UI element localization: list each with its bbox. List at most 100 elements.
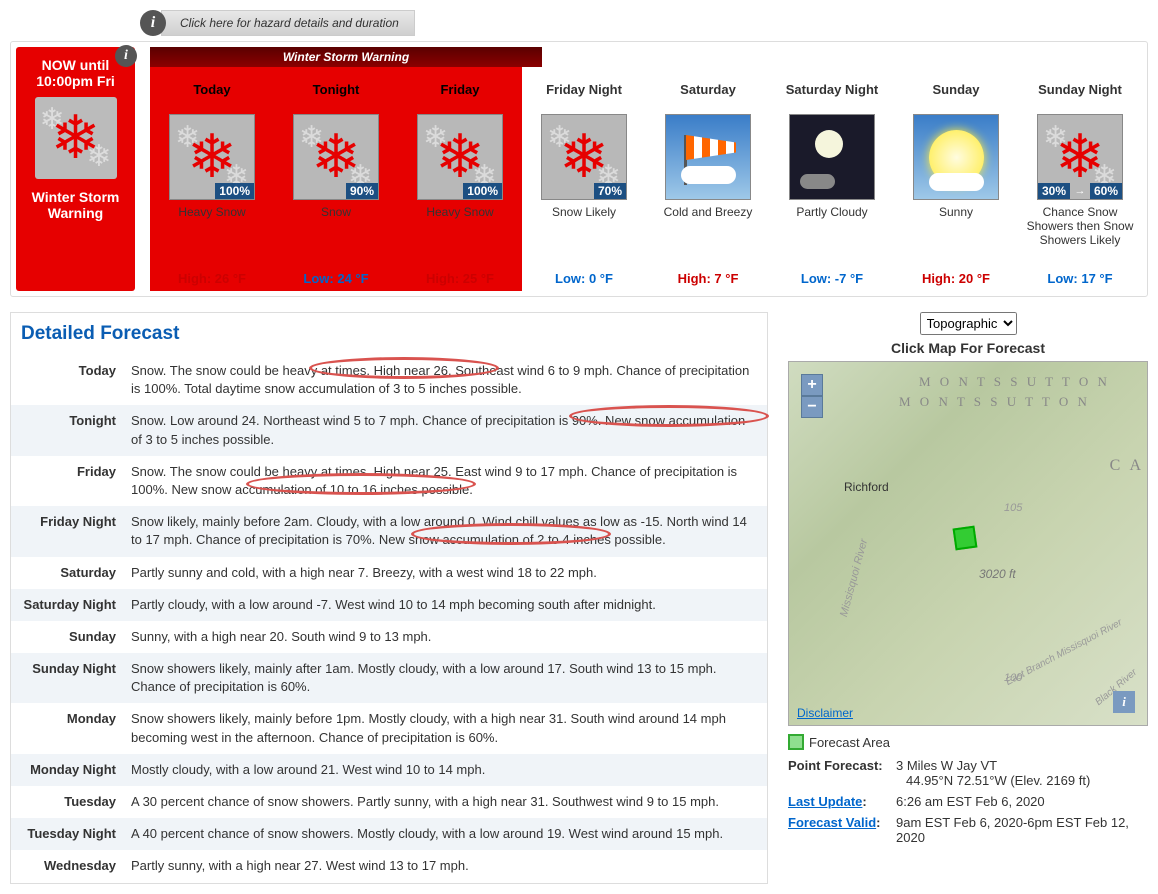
legend-label: Forecast Area: [809, 735, 890, 750]
forecast-period[interactable]: Friday ❄100% Heavy Snow High: 25 °F: [398, 67, 522, 291]
detailed-row: Saturday Night Partly cloudy, with a low…: [11, 589, 767, 621]
detailed-text: Sunny, with a high near 20. South wind 9…: [131, 628, 757, 646]
annotation-circle: [309, 357, 499, 379]
period-temp: High: 20 °F: [897, 271, 1015, 286]
annotation-circle: [411, 523, 611, 545]
detailed-label: Tonight: [21, 412, 131, 448]
forecast-period[interactable]: Sunday Sunny High: 20 °F: [894, 67, 1018, 291]
period-desc: Heavy Snow: [401, 205, 519, 263]
last-update-link[interactable]: Last Update: [788, 794, 862, 809]
period-temp: High: 7 °F: [649, 271, 767, 286]
period-desc: Cold and Breezy: [649, 205, 767, 263]
detailed-text: A 40 percent chance of snow showers. Mos…: [131, 825, 757, 843]
period-name: Sunday: [897, 72, 1015, 106]
detailed-text: Mostly cloudy, with a low around 21. Wes…: [131, 761, 757, 779]
detailed-label: Sunday Night: [21, 660, 131, 696]
point-forecast-value: 3 Miles W Jay VT 44.95°N 72.51°W (Elev. …: [896, 758, 1148, 788]
map-title: Click Map For Forecast: [788, 340, 1148, 356]
detailed-text: Snow showers likely, mainly before 1pm. …: [131, 710, 757, 746]
period-temp: High: 25 °F: [401, 271, 519, 286]
map-legend: Forecast Area: [788, 734, 1148, 750]
weather-icon: [789, 114, 875, 200]
detailed-row: Saturday Partly sunny and cold, with a h…: [11, 557, 767, 589]
period-desc: Snow Likely: [525, 205, 643, 263]
forecast-period[interactable]: Friday Night ❄70% Snow Likely Low: 0 °F: [522, 67, 646, 291]
detailed-text: Partly cloudy, with a low around -7. Wes…: [131, 596, 757, 614]
weather-icon: [913, 114, 999, 200]
map-column: Topographic Click Map For Forecast M O N…: [788, 312, 1148, 884]
detailed-text: Snow. The snow could be heavy at times. …: [131, 362, 757, 398]
weather-icon: ❄100%: [169, 114, 255, 200]
forecast-valid-link[interactable]: Forecast Valid: [788, 815, 876, 830]
alert-title: Winter Storm Warning: [21, 189, 130, 221]
forecast-panel: i NOW until10:00pm Fri ❄ Winter Storm Wa…: [10, 41, 1148, 297]
detailed-row: Tuesday Night A 40 percent chance of sno…: [11, 818, 767, 850]
period-name: Friday: [401, 72, 519, 106]
weather-icon: [665, 114, 751, 200]
detailed-label: Friday Night: [21, 513, 131, 549]
hazard-details-button[interactable]: Click here for hazard details and durati…: [161, 10, 415, 36]
detailed-label: Saturday: [21, 564, 131, 582]
forecast-map[interactable]: M O N T S S U T T O N M O N T S S U T T …: [788, 361, 1148, 726]
alert-info-icon[interactable]: i: [115, 45, 137, 67]
zoom-in-button[interactable]: +: [801, 374, 823, 396]
map-layer-select-wrap: Topographic: [788, 312, 1148, 335]
detailed-row: Friday Snow. The snow could be heavy at …: [11, 456, 767, 506]
map-label-ca: C A: [1110, 457, 1144, 475]
period-name: Saturday: [649, 72, 767, 106]
precip-pct-left: 30%: [1038, 183, 1070, 199]
detailed-label: Sunday: [21, 628, 131, 646]
forecast-period[interactable]: Sunday Night ❄30%→60% Chance Snow Shower…: [1018, 67, 1142, 291]
map-info-button[interactable]: i: [1113, 691, 1135, 713]
alert-snow-icon: ❄: [35, 97, 117, 179]
detailed-row: Today Snow. The snow could be heavy at t…: [11, 355, 767, 405]
detailed-row: Tuesday A 30 percent chance of snow show…: [11, 786, 767, 818]
precip-pct: 70%: [594, 183, 626, 199]
info-icon[interactable]: i: [140, 10, 166, 36]
weather-icon: ❄100%: [417, 114, 503, 200]
detailed-row: Friday Night Snow likely, mainly before …: [11, 506, 767, 556]
forecast-valid-value: 9am EST Feb 6, 2020-6pm EST Feb 12, 2020: [896, 815, 1148, 845]
detailed-row: Sunday Night Snow showers likely, mainly…: [11, 653, 767, 703]
map-label-monts2: M O N T S S U T T O N: [899, 394, 1090, 410]
annotation-circle: [569, 405, 769, 427]
detailed-row: Monday Night Mostly cloudy, with a low a…: [11, 754, 767, 786]
detailed-text: Snow showers likely, mainly after 1am. M…: [131, 660, 757, 696]
warning-header: Winter Storm Warning: [150, 47, 542, 67]
detailed-text: Snow likely, mainly before 2am. Cloudy, …: [131, 513, 757, 549]
map-road-105: 105: [1004, 502, 1022, 514]
point-forecast-label: Point Forecast:: [788, 758, 896, 788]
detailed-forecast: Detailed Forecast Today Snow. The snow c…: [10, 312, 768, 884]
detailed-label: Tuesday: [21, 793, 131, 811]
period-name: Tonight: [277, 72, 395, 106]
disclaimer-link[interactable]: Disclaimer: [797, 706, 853, 720]
last-update-value: 6:26 am EST Feb 6, 2020: [896, 794, 1148, 809]
detailed-label: Monday: [21, 710, 131, 746]
forecast-strip: Winter Storm Warning Today ❄100% Heavy S…: [150, 47, 1142, 291]
forecast-period[interactable]: Tonight ❄90% Snow Low: 24 °F: [274, 67, 398, 291]
detailed-label: Friday: [21, 463, 131, 499]
precip-pct-right: 60%: [1090, 183, 1122, 199]
legend-square-icon: [788, 734, 804, 750]
forecast-period[interactable]: Today ❄100% Heavy Snow High: 26 °F: [150, 67, 274, 291]
detailed-row: Monday Snow showers likely, mainly befor…: [11, 703, 767, 753]
detailed-text: Partly sunny, with a high near 27. West …: [131, 857, 757, 875]
period-temp: Low: 0 °F: [525, 271, 643, 286]
detailed-label: Monday Night: [21, 761, 131, 779]
period-name: Friday Night: [525, 72, 643, 106]
period-name: Sunday Night: [1021, 72, 1139, 106]
precip-pct: 90%: [346, 183, 378, 199]
detailed-label: Wednesday: [21, 857, 131, 875]
detailed-label: Tuesday Night: [21, 825, 131, 843]
forecast-period[interactable]: Saturday Night Partly Cloudy Low: -7 °F: [770, 67, 894, 291]
map-label-monts1: M O N T S S U T T O N: [919, 374, 1110, 390]
weather-icon: ❄30%→60%: [1037, 114, 1123, 200]
period-desc: Chance Snow Showers then Snow Showers Li…: [1021, 205, 1139, 263]
detailed-text: Snow. The snow could be heavy at times. …: [131, 463, 757, 499]
alert-box[interactable]: i NOW until10:00pm Fri ❄ Winter Storm Wa…: [16, 47, 135, 291]
weather-icon: ❄70%: [541, 114, 627, 200]
zoom-out-button[interactable]: −: [801, 396, 823, 418]
forecast-period[interactable]: Saturday Cold and Breezy High: 7 °F: [646, 67, 770, 291]
map-layer-select[interactable]: Topographic: [920, 312, 1017, 335]
map-label-richford: Richford: [844, 480, 889, 494]
